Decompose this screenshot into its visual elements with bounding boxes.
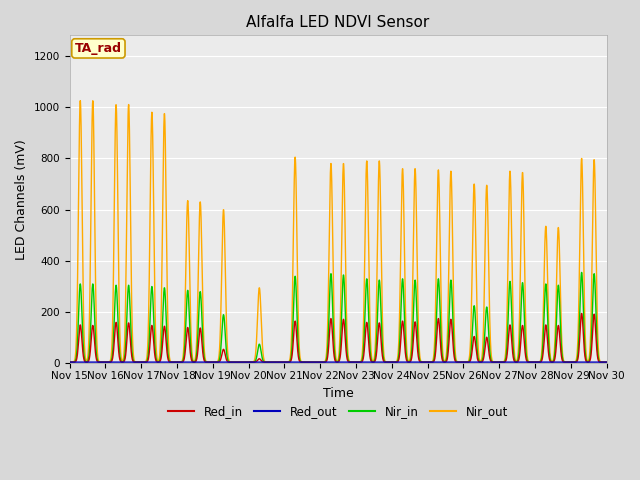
Line: Nir_out: Nir_out [70,101,607,362]
Nir_in [578,270,586,276]
Nir_out [236,359,244,365]
Nir_in [321,359,329,365]
Nir_in [291,274,299,280]
Line: Nir_in: Nir_in [70,273,607,362]
Nir_out [456,359,464,365]
Legend: Red_in, Red_out, Nir_in, Nir_out: Red_in, Red_out, Nir_in, Nir_out [163,401,513,423]
Red_in [560,359,568,365]
Nir_out [321,359,329,364]
Red_out [321,359,328,365]
Red_in [234,359,242,365]
Nir_out [296,352,303,358]
Nir_in [456,359,464,365]
Nir_in [235,359,243,365]
Red_in [291,319,299,324]
Text: TA_rad: TA_rad [75,42,122,55]
Nir_out [76,98,84,104]
Nir_in [66,359,74,365]
Y-axis label: LED Channels (mV): LED Channels (mV) [15,139,28,260]
Red_out [66,359,74,365]
Nir_out [603,359,611,365]
Red_in [578,311,586,316]
Red_in [603,359,611,365]
Nir_out [66,359,74,365]
Nir_in [587,351,595,357]
Red_in [587,356,595,361]
Red_out [586,359,594,365]
Nir_out [292,157,300,163]
Nir_out [587,336,595,342]
Nir_out [560,358,568,363]
Red_out [291,359,299,365]
Red_out [296,359,303,365]
Red_in [296,359,303,364]
Title: Alfalfa LED NDVI Sensor: Alfalfa LED NDVI Sensor [246,15,429,30]
Nir_in [296,357,303,362]
Red_in [66,359,74,365]
Red_out [559,359,567,365]
X-axis label: Time: Time [323,386,353,399]
Nir_in [603,359,611,365]
Line: Red_in: Red_in [70,313,607,362]
Nir_in [560,359,568,364]
Red_in [456,359,464,365]
Red_out [603,359,611,365]
Red_in [321,359,329,365]
Red_out [456,359,463,365]
